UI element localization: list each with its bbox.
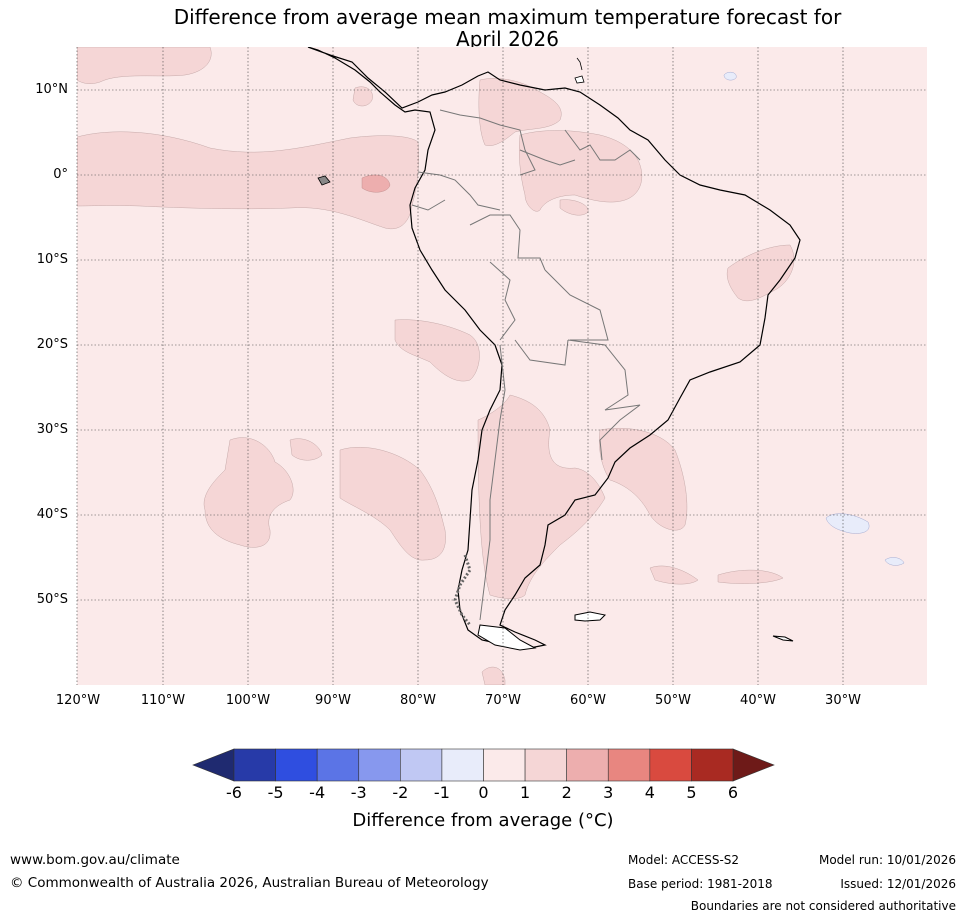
border-paraguay-brazil (567, 339, 629, 411)
border-ecuador-peru (411, 199, 446, 211)
lon-label-90w: 90°W (315, 693, 351, 708)
anomaly-patch-cool-caribbean (723, 71, 737, 81)
lat-label-10s: 10°S (36, 252, 68, 267)
border-colombia-venezuela (439, 109, 536, 176)
border-bolivia-brazil (544, 269, 609, 341)
colorbar-tick-label: -3 (350, 783, 367, 802)
anomaly-patch-pacific-small (289, 438, 323, 461)
colorbar-under-triangle (192, 748, 235, 782)
chile-archipelago (453, 554, 472, 626)
lat-label-20s: 20°S (36, 337, 68, 352)
colorbar-segment-12 (691, 748, 734, 782)
colorbar-label: Difference from average (°C) (352, 810, 614, 831)
colorbar-segment-11 (649, 748, 692, 782)
colorbar-segment-2 (275, 748, 318, 782)
lon-label-30w: 30°W (825, 693, 861, 708)
country-borders (411, 109, 641, 621)
lesser-antilles (576, 57, 583, 71)
lon-label-80w: 80°W (400, 693, 436, 708)
colorbar-tick-label: 5 (686, 783, 697, 802)
footer-disclaimer: Boundaries are not considered authoritat… (690, 899, 956, 913)
chart-title-line1: Difference from average mean maximum tem… (173, 5, 842, 29)
trinidad-island (574, 75, 585, 84)
border-argentina-brazil-uruguay (599, 404, 641, 461)
lon-label-60w: 60°W (570, 693, 606, 708)
lon-label-120w: 120°W (55, 693, 101, 708)
colorbar-tick-label: -5 (267, 783, 284, 802)
colorbar-segment-5 (400, 748, 443, 782)
anomaly-patch-galapagos-warm (361, 174, 391, 193)
colorbar-over-triangle (732, 748, 775, 782)
border-peru-brazil (469, 214, 546, 271)
footer-model-run: Model run: 10/01/2026 (818, 853, 956, 867)
lat-label-0: 0° (53, 167, 68, 182)
lon-label-70w: 70°W (485, 693, 521, 708)
colorbar-segment-3 (316, 748, 360, 782)
anomaly-patch-argentina (477, 394, 606, 599)
colorbar-tick-label: 0 (478, 783, 489, 802)
colorbar-tick-label: 6 (727, 783, 739, 802)
anomaly-patch-south-atlantic-a (649, 565, 699, 585)
footer-issued: Issued: 12/01/2026 (840, 877, 956, 891)
border-peru-bolivia (489, 261, 516, 341)
border-guianas (564, 129, 641, 161)
south-america-coastline (307, 47, 801, 649)
colorbar-segment-7 (483, 748, 526, 782)
border-colombia-ecuador-peru (417, 171, 501, 211)
colorbar-tick-label: 1 (519, 783, 531, 802)
colorbar-segment-4 (358, 748, 401, 782)
colorbar-tick-label: -4 (309, 783, 326, 802)
chart-title-line2: April 2026 (456, 27, 559, 51)
lat-label-30s: 30°S (36, 422, 68, 437)
anomaly-patch-cool-atlantic-a (825, 513, 870, 534)
colorbar-tick-label: 2 (561, 783, 572, 802)
colorbar-segment-9 (566, 748, 609, 782)
border-chile-argentina (479, 344, 506, 621)
colorbar-tick-label: 3 (603, 783, 614, 802)
anomaly-patch-pacific-southeast (394, 319, 480, 382)
lat-label-50s: 50°S (36, 592, 68, 607)
graticule (77, 47, 927, 685)
falkland-islands (574, 611, 607, 622)
anomaly-patch-north-colombia (352, 86, 373, 107)
colorbar-tick-label: 4 (644, 783, 655, 802)
anomaly-patch-pacific-central (339, 447, 446, 561)
border-venezuela-brazil (519, 149, 576, 166)
anomaly-patch-cool-atlantic-b (884, 557, 905, 566)
colorbar-tick-label: -1 (433, 783, 450, 802)
anomaly-patch-north-pacific (77, 47, 212, 84)
south-georgia (772, 635, 794, 642)
lon-label-100w: 100°W (225, 693, 271, 708)
border-bolivia-paraguay-argentina (514, 339, 569, 366)
anomaly-patch-south-atlantic-b (717, 569, 784, 584)
anomaly-patch-guiana (519, 130, 643, 212)
lon-label-50w: 50°W (655, 693, 691, 708)
footer-base-period: Base period: 1981-2018 (628, 877, 773, 891)
galapagos-islands (317, 175, 331, 186)
colorbar-segment-1 (233, 748, 276, 782)
colorbar-segment-8 (524, 748, 567, 782)
footer-website[interactable]: www.bom.gov.au/climate (10, 852, 180, 868)
footer-model: Model: ACCESS-S2 (628, 853, 740, 867)
anomaly-fields (77, 47, 905, 685)
colorbar-segment-10 (607, 748, 651, 782)
lon-label-40w: 40°W (740, 693, 776, 708)
tierra-del-fuego (477, 624, 537, 651)
lon-label-110w: 110°W (140, 693, 186, 708)
lat-label-10n: 10°N (35, 82, 68, 97)
colorbar-tick-label: -2 (392, 783, 409, 802)
colorbar-segment-6 (441, 748, 484, 782)
anomaly-patch-cape-horn (481, 666, 506, 685)
anomaly-patch-northeast-brazil (726, 244, 795, 302)
colorbar (192, 748, 775, 782)
colorbar-tick-label: -6 (226, 783, 242, 802)
anomaly-patch-pacific-west (203, 437, 294, 548)
anomaly-patch-uruguay-atlantic (599, 428, 688, 531)
lat-label-40s: 40°S (36, 507, 68, 522)
footer-copyright: © Commonwealth of Australia 2026, Austra… (10, 875, 489, 891)
